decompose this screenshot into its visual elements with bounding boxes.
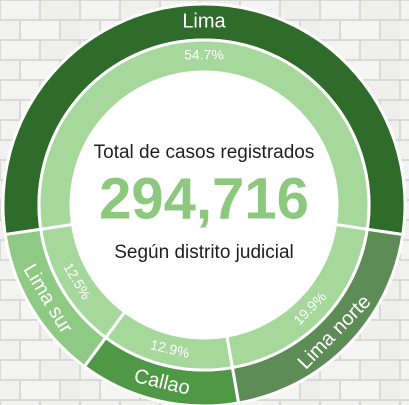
center-title: Total de casos registrados — [94, 142, 315, 163]
center-total: 294,716 — [99, 166, 309, 231]
center-disc — [71, 72, 337, 338]
inner-segment — [39, 222, 127, 340]
category-label: Lima — [182, 10, 226, 32]
center-subtitle: Según distrito judicial — [114, 242, 294, 263]
value-label: 54.7% — [184, 47, 224, 63]
